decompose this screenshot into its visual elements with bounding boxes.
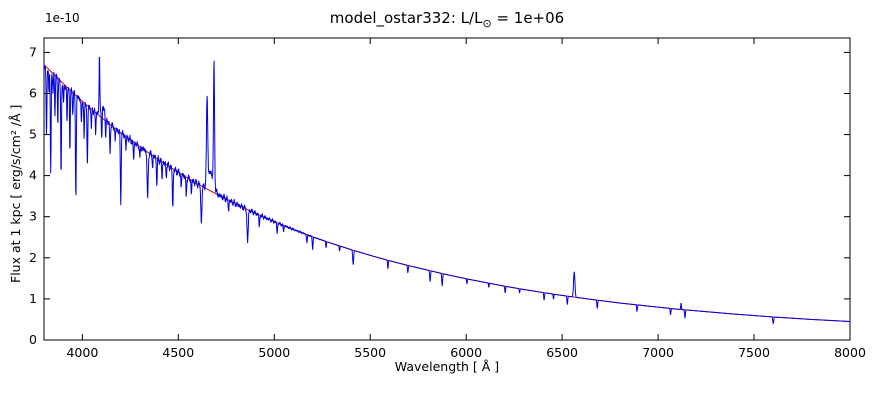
y-tick-label: 6	[29, 86, 37, 101]
x-tick-label: 5000	[258, 345, 290, 360]
spectrum-line	[43, 56, 851, 324]
y-tick-label: 5	[29, 127, 37, 142]
x-tick-label: 4000	[66, 345, 98, 360]
y-tick-label: 2	[29, 250, 37, 265]
axes-frame	[43, 37, 851, 341]
continuum-line	[43, 64, 851, 323]
title-text: model_ostar332: L/L	[329, 9, 483, 27]
y-tick-label: 3	[29, 209, 37, 224]
y-tick-label: 4	[29, 168, 37, 183]
x-axis-label: Wavelength [ Å ]	[394, 359, 500, 374]
y-axis-offset-label: 1e-10	[45, 11, 80, 25]
y-tick-label: 7	[29, 44, 37, 59]
chart-title: model_ostar332: L/L⊙ = 1e+06	[330, 9, 564, 30]
sun-symbol: ⊙	[482, 17, 492, 30]
y-axis-label: Flux at 1 kpc [ erg/s/cm² /Å ]	[8, 104, 23, 283]
y-tick-label: 0	[29, 332, 37, 347]
y-tick-label: 1	[29, 291, 37, 306]
x-tick-label: 5500	[354, 345, 386, 360]
x-tick-label: 7000	[642, 345, 674, 360]
x-tick-label: 8000	[834, 345, 866, 360]
x-tick-label: 6500	[546, 345, 578, 360]
x-tick-label: 7500	[738, 345, 770, 360]
x-tick-label: 4500	[162, 345, 194, 360]
title-suffix: = 1e+06	[491, 9, 565, 27]
x-tick-label: 6000	[450, 345, 482, 360]
